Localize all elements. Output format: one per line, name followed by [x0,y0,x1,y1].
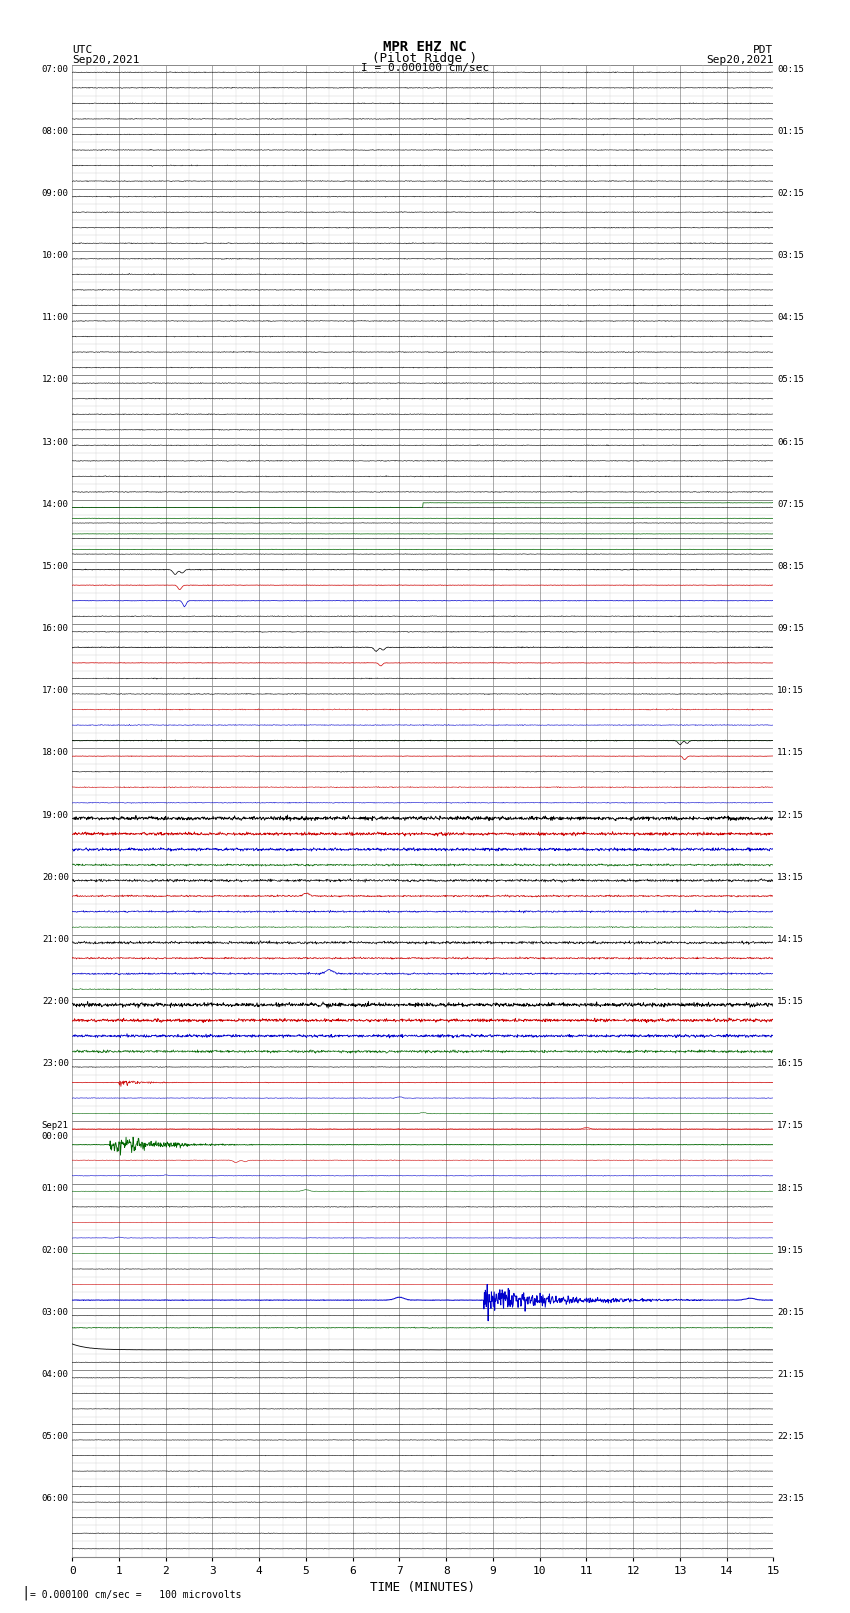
Text: 08:15: 08:15 [777,561,804,571]
Text: 15:00: 15:00 [42,561,69,571]
Text: 21:15: 21:15 [777,1369,804,1379]
Text: 05:00: 05:00 [42,1432,69,1440]
Text: 05:15: 05:15 [777,376,804,384]
Text: 04:00: 04:00 [42,1369,69,1379]
Text: (Pilot Ridge ): (Pilot Ridge ) [372,52,478,65]
Text: 14:00: 14:00 [42,500,69,508]
Text: 13:00: 13:00 [42,437,69,447]
Text: 12:00: 12:00 [42,376,69,384]
Text: 19:15: 19:15 [777,1245,804,1255]
Text: 23:15: 23:15 [777,1494,804,1503]
Text: 15:15: 15:15 [777,997,804,1007]
Text: 19:00: 19:00 [42,810,69,819]
Text: PDT: PDT [753,45,774,55]
Text: 16:00: 16:00 [42,624,69,632]
Text: 08:00: 08:00 [42,127,69,135]
Text: 14:15: 14:15 [777,936,804,944]
Text: Sep20,2021: Sep20,2021 [72,55,139,65]
Text: Sep21
00:00: Sep21 00:00 [42,1121,69,1140]
Text: 22:00: 22:00 [42,997,69,1007]
Text: 01:15: 01:15 [777,127,804,135]
Text: 20:15: 20:15 [777,1308,804,1316]
X-axis label: TIME (MINUTES): TIME (MINUTES) [371,1581,475,1594]
Text: 07:15: 07:15 [777,500,804,508]
Text: |: | [21,1586,30,1600]
Text: Sep20,2021: Sep20,2021 [706,55,774,65]
Text: 11:00: 11:00 [42,313,69,323]
Text: 03:15: 03:15 [777,252,804,260]
Text: 02:15: 02:15 [777,189,804,198]
Text: 07:00: 07:00 [42,65,69,74]
Text: 18:15: 18:15 [777,1184,804,1192]
Text: 21:00: 21:00 [42,936,69,944]
Text: 23:00: 23:00 [42,1060,69,1068]
Text: 01:00: 01:00 [42,1184,69,1192]
Text: 06:00: 06:00 [42,1494,69,1503]
Text: 17:00: 17:00 [42,686,69,695]
Text: 03:00: 03:00 [42,1308,69,1316]
Text: I = 0.000100 cm/sec: I = 0.000100 cm/sec [361,63,489,73]
Text: 04:15: 04:15 [777,313,804,323]
Text: 10:15: 10:15 [777,686,804,695]
Text: 09:15: 09:15 [777,624,804,632]
Text: UTC: UTC [72,45,93,55]
Text: 18:00: 18:00 [42,748,69,758]
Text: 12:15: 12:15 [777,810,804,819]
Text: 17:15: 17:15 [777,1121,804,1131]
Text: MPR EHZ NC: MPR EHZ NC [383,40,467,55]
Text: 09:00: 09:00 [42,189,69,198]
Text: 11:15: 11:15 [777,748,804,758]
Text: 13:15: 13:15 [777,873,804,882]
Text: 10:00: 10:00 [42,252,69,260]
Text: 02:00: 02:00 [42,1245,69,1255]
Text: 06:15: 06:15 [777,437,804,447]
Text: 20:00: 20:00 [42,873,69,882]
Text: 00:15: 00:15 [777,65,804,74]
Text: 16:15: 16:15 [777,1060,804,1068]
Text: = 0.000100 cm/sec =   100 microvolts: = 0.000100 cm/sec = 100 microvolts [30,1590,241,1600]
Text: 22:15: 22:15 [777,1432,804,1440]
